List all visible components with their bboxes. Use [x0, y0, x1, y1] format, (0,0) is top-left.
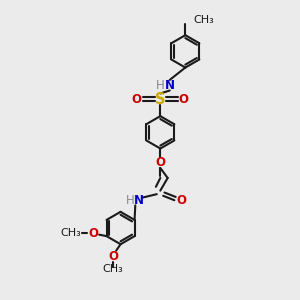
Text: O: O — [179, 93, 189, 106]
Text: O: O — [176, 194, 186, 207]
Text: H: H — [156, 79, 165, 92]
Text: N: N — [134, 194, 144, 207]
Text: CH₃: CH₃ — [102, 264, 123, 274]
Text: O: O — [88, 227, 98, 240]
Text: S: S — [155, 92, 166, 107]
Text: O: O — [155, 156, 165, 169]
Text: O: O — [108, 250, 118, 263]
Text: N: N — [165, 79, 175, 92]
Text: H: H — [126, 194, 135, 207]
Text: O: O — [132, 93, 142, 106]
Text: CH₃: CH₃ — [60, 228, 81, 238]
Text: CH₃: CH₃ — [194, 15, 214, 26]
